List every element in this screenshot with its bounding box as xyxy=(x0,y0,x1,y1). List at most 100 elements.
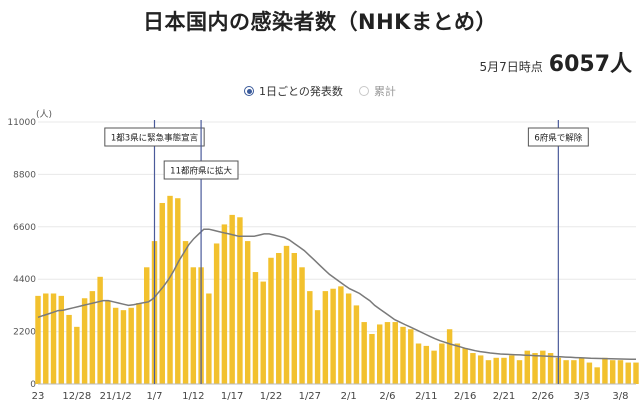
daily-bar xyxy=(237,217,243,384)
x-tick-label: 1/27 xyxy=(299,391,321,402)
daily-bar xyxy=(260,281,266,384)
daily-bar xyxy=(175,198,181,384)
daily-bar xyxy=(97,276,103,384)
daily-bar xyxy=(43,293,49,384)
x-tick-label: 23 xyxy=(32,391,45,402)
daily-bar xyxy=(571,360,577,384)
daily-bar xyxy=(190,267,197,384)
daily-bar xyxy=(50,293,57,384)
daily-bar xyxy=(563,360,569,384)
y-tick-label: 8800 xyxy=(13,170,36,180)
x-tick-label: 12/28 xyxy=(62,391,91,402)
daily-bar xyxy=(485,360,492,384)
daily-bar xyxy=(307,291,313,384)
daily-bar xyxy=(454,343,461,384)
daily-bar xyxy=(361,322,367,384)
daily-bar xyxy=(617,360,624,384)
daily-bar xyxy=(633,362,639,384)
daily-bar xyxy=(423,345,430,384)
daily-bar xyxy=(509,355,515,384)
toggle-cumulative[interactable]: 累計 xyxy=(358,83,396,99)
daily-bar xyxy=(167,195,173,384)
daily-bar xyxy=(128,307,134,384)
average-line xyxy=(37,228,636,360)
x-tick-label: 1/17 xyxy=(221,391,243,402)
daily-bar xyxy=(299,267,305,384)
annotation-box xyxy=(527,127,589,147)
y-tick-label: 4400 xyxy=(13,275,36,285)
daily-bar xyxy=(74,326,80,384)
annotation-label: 11都府県に拡大 xyxy=(170,166,232,177)
daily-bar xyxy=(330,288,336,384)
headline-value: 6057人 xyxy=(548,52,632,77)
daily-bar xyxy=(470,353,476,384)
daily-bar xyxy=(477,355,484,384)
daily-bar xyxy=(501,357,507,384)
headline-count: 5月7日時点 6057人 xyxy=(479,46,632,78)
daily-bar xyxy=(439,343,445,384)
daily-bar xyxy=(276,253,282,384)
daily-bar xyxy=(81,298,88,384)
daily-bar xyxy=(144,267,150,384)
daily-bar xyxy=(594,367,600,384)
daily-bar xyxy=(532,353,538,384)
daily-bar xyxy=(586,362,593,384)
daily-bar xyxy=(345,293,352,384)
daily-bar xyxy=(493,357,499,384)
view-toggle: 1日ごとの発表数 累計 xyxy=(0,83,640,99)
toggle-daily[interactable]: 1日ごとの発表数 xyxy=(244,83,343,99)
daily-bar xyxy=(182,241,189,384)
daily-bar xyxy=(206,293,212,384)
daily-bar xyxy=(66,314,72,384)
y-tick-label: 0 xyxy=(30,380,36,390)
daily-bar xyxy=(431,350,437,384)
daily-bar xyxy=(400,326,406,384)
radio-unselected-icon xyxy=(358,86,369,96)
toggle-daily-label: 1日ごとの発表数 xyxy=(259,85,343,98)
daily-bar xyxy=(540,350,546,384)
daily-bar xyxy=(213,243,220,384)
daily-bar xyxy=(578,357,585,384)
daily-bar xyxy=(58,295,65,384)
daily-bar xyxy=(120,310,127,384)
y-tick-label: 11000 xyxy=(7,118,36,128)
daily-bar xyxy=(338,286,344,384)
headline-date: 5月7日時点 xyxy=(479,60,543,74)
y-tick-label: 2200 xyxy=(13,328,36,338)
daily-bar xyxy=(112,307,119,384)
daily-bar xyxy=(392,322,398,384)
x-tick-label: 2/16 xyxy=(454,391,476,402)
daily-bar xyxy=(89,291,96,384)
daily-bar xyxy=(252,272,259,384)
daily-bar xyxy=(408,329,414,384)
daily-bar xyxy=(244,241,251,384)
daily-bar xyxy=(322,291,329,384)
daily-bar xyxy=(462,348,468,384)
x-tick-label: 2/26 xyxy=(532,391,554,402)
annotation-label: 6府県で解除 xyxy=(534,133,582,144)
daily-bar xyxy=(159,202,165,384)
x-tick-label: 2/11 xyxy=(415,391,437,402)
annotation-label: 1都3県に緊急事態宣言 xyxy=(111,133,199,144)
daily-bar xyxy=(547,353,554,384)
x-tick-label: 21/1/2 xyxy=(100,391,132,402)
daily-bar xyxy=(446,329,453,384)
x-tick-label: 3/3 xyxy=(574,391,590,402)
x-tick-label: 1/22 xyxy=(260,391,282,402)
daily-bar xyxy=(602,357,608,384)
daily-bar xyxy=(35,295,41,384)
x-tick-label: 2/1 xyxy=(341,391,357,402)
daily-bar xyxy=(384,322,391,384)
x-tick-label: 1/7 xyxy=(146,391,162,402)
daily-bar xyxy=(291,253,298,384)
daily-bar xyxy=(625,362,631,384)
daily-bar xyxy=(105,300,111,384)
radio-selected-icon xyxy=(244,86,255,96)
toggle-cumulative-label: 累計 xyxy=(373,85,396,98)
annotation-box xyxy=(163,160,239,180)
daily-bar xyxy=(516,360,523,384)
chart-title: 日本国内の感染者数（NHKまとめ） xyxy=(143,10,497,34)
daily-bar xyxy=(136,303,142,384)
daily-bar xyxy=(314,310,321,384)
